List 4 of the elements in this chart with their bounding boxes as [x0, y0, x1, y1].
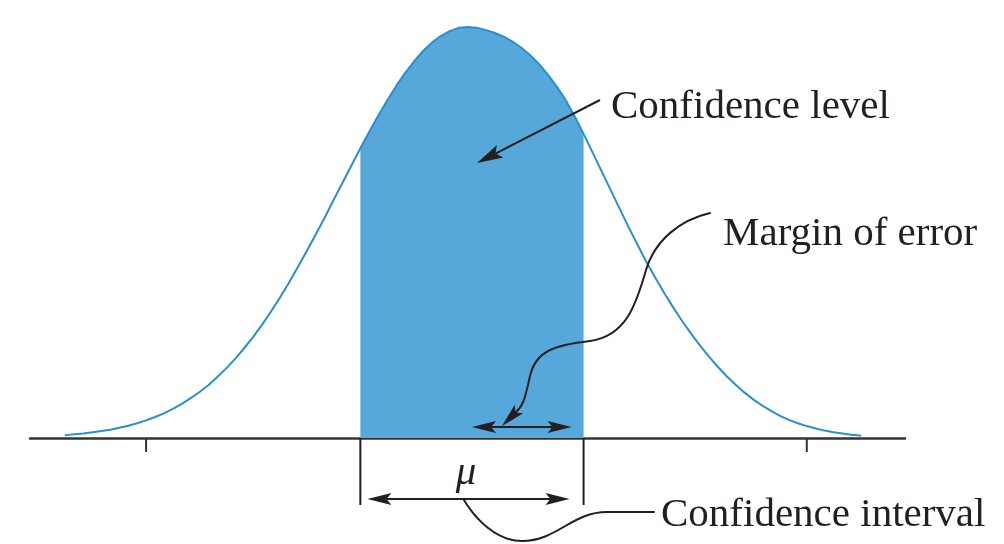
annotation: Margin of error [723, 208, 978, 254]
text: Confidence interval [661, 489, 986, 535]
text: μ [454, 447, 477, 493]
annotation: Confidence level [611, 81, 890, 127]
